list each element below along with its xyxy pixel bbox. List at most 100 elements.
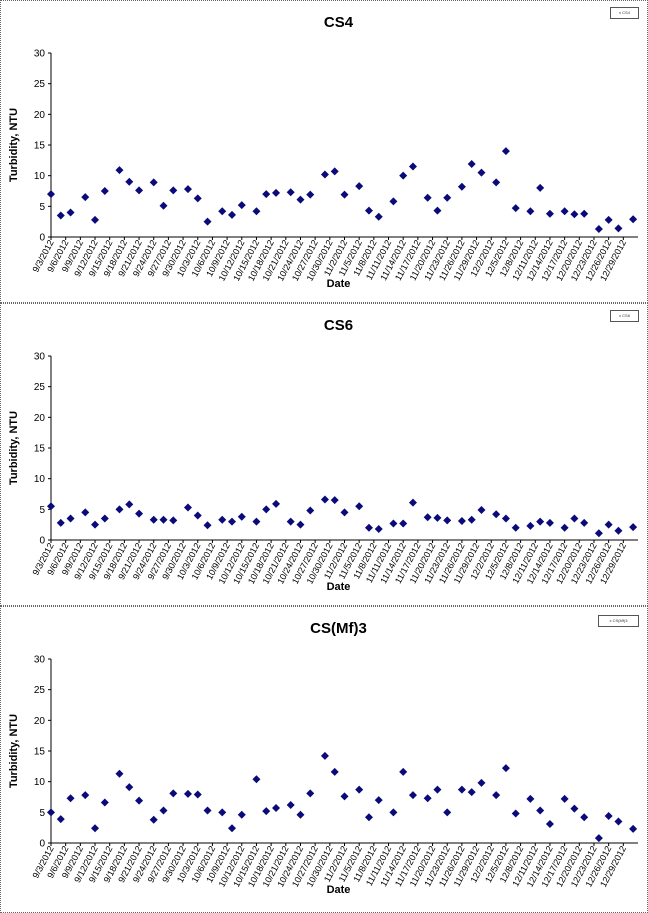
data-point-marker (330, 496, 339, 505)
data-point-marker (604, 520, 613, 529)
data-point-marker (364, 206, 373, 215)
data-point-marker (286, 800, 295, 809)
y-tick-label: 30 (34, 352, 46, 363)
data-point-marker (272, 499, 281, 508)
data-point-marker (389, 808, 398, 817)
data-point-marker (47, 808, 55, 817)
data-point-marker (433, 785, 442, 794)
y-tick-label: 25 (34, 685, 46, 696)
y-tick-label: 15 (34, 747, 46, 758)
y-tick-label: 15 (34, 141, 46, 152)
data-point-marker (526, 207, 535, 216)
data-point-marker (91, 824, 100, 833)
data-point-marker (501, 764, 510, 773)
data-point-marker (355, 785, 364, 794)
data-point-marker (81, 508, 90, 517)
data-point-marker (423, 193, 432, 202)
data-point-marker (536, 183, 545, 192)
data-point-marker (227, 824, 236, 833)
y-axis-label: Turbidity, NTU (8, 108, 20, 182)
data-point-marker (100, 514, 109, 523)
data-point-marker (604, 215, 613, 224)
data-point-marker (536, 806, 545, 815)
data-point-marker (457, 182, 466, 191)
data-point-marker (374, 524, 383, 533)
data-point-marker (580, 813, 589, 822)
data-point-marker (193, 790, 202, 799)
data-point-marker (169, 789, 178, 798)
data-point-marker (262, 190, 271, 199)
data-point-marker (526, 794, 535, 803)
y-tick-label: 30 (34, 49, 46, 60)
data-point-marker (91, 215, 100, 224)
data-point-marker (340, 508, 349, 517)
data-point-marker (306, 789, 315, 798)
x-axis-label: Date (327, 278, 351, 290)
data-point-marker (467, 515, 476, 524)
data-point-marker (237, 810, 246, 819)
data-point-marker (115, 166, 124, 175)
data-point-marker (355, 502, 364, 511)
data-point-marker (477, 505, 486, 514)
data-point-marker (457, 785, 466, 794)
legend-box-cs6: x CS6 (610, 310, 639, 322)
data-point-marker (183, 185, 192, 194)
chart-title: CS(Mf)3 (310, 620, 367, 637)
data-point-marker (183, 503, 192, 512)
data-point-marker (81, 791, 90, 800)
data-point-marker (526, 521, 535, 530)
y-tick-label: 5 (39, 202, 45, 213)
data-point-marker (56, 211, 65, 220)
y-tick-label: 5 (39, 808, 45, 819)
data-point-marker (115, 505, 124, 514)
y-axis-label: Turbidity, NTU (8, 714, 20, 788)
data-point-marker (296, 810, 305, 819)
data-point-marker (501, 147, 510, 156)
data-point-marker (272, 188, 281, 197)
data-point-marker (511, 523, 520, 532)
data-point-marker (629, 523, 638, 532)
data-point-marker (306, 506, 315, 515)
data-point-marker (203, 217, 212, 226)
data-point-marker (262, 807, 271, 816)
data-point-marker (536, 517, 545, 526)
data-point-marker (227, 517, 236, 526)
data-point-marker (252, 207, 261, 216)
data-point-marker (183, 789, 192, 798)
y-tick-label: 0 (39, 536, 45, 547)
data-point-marker (237, 512, 246, 521)
data-point-marker (125, 500, 134, 509)
data-point-marker (81, 193, 90, 202)
data-point-marker (604, 812, 613, 821)
data-point-marker (570, 210, 579, 219)
data-point-marker (149, 178, 158, 187)
data-point-marker (560, 794, 569, 803)
chart-panel-cs4: CS4 Turbidity, NTU Date 0 5 10 15 20 25 30 9/3/201… (0, 0, 648, 303)
y-tick-label: 10 (34, 777, 46, 788)
data-point-marker (135, 509, 144, 518)
data-point-marker (169, 516, 178, 525)
data-point-marker (594, 225, 603, 234)
y-tick-label: 10 (34, 474, 46, 485)
data-point-marker (364, 523, 373, 532)
data-point-marker (501, 514, 510, 523)
data-point-marker (594, 834, 603, 843)
data-point-marker (408, 791, 417, 800)
legend-box-cs4: x CS4 (610, 7, 639, 19)
legend-box-csmf3: x CS(Mf)3 (598, 615, 639, 627)
data-point-marker (66, 208, 75, 217)
data-point-marker (286, 188, 295, 197)
x-axis-label: Date (327, 884, 351, 896)
y-tick-label: 20 (34, 413, 46, 424)
data-point-marker (492, 178, 501, 187)
data-point-marker (374, 796, 383, 805)
data-point-marker (364, 813, 373, 822)
data-point-marker (560, 207, 569, 216)
data-point-marker (135, 796, 144, 805)
data-point-marker (262, 505, 271, 514)
data-point-marker (91, 520, 100, 529)
data-point-marker (433, 206, 442, 215)
data-point-marker (340, 792, 349, 801)
data-point-marker (614, 224, 623, 233)
